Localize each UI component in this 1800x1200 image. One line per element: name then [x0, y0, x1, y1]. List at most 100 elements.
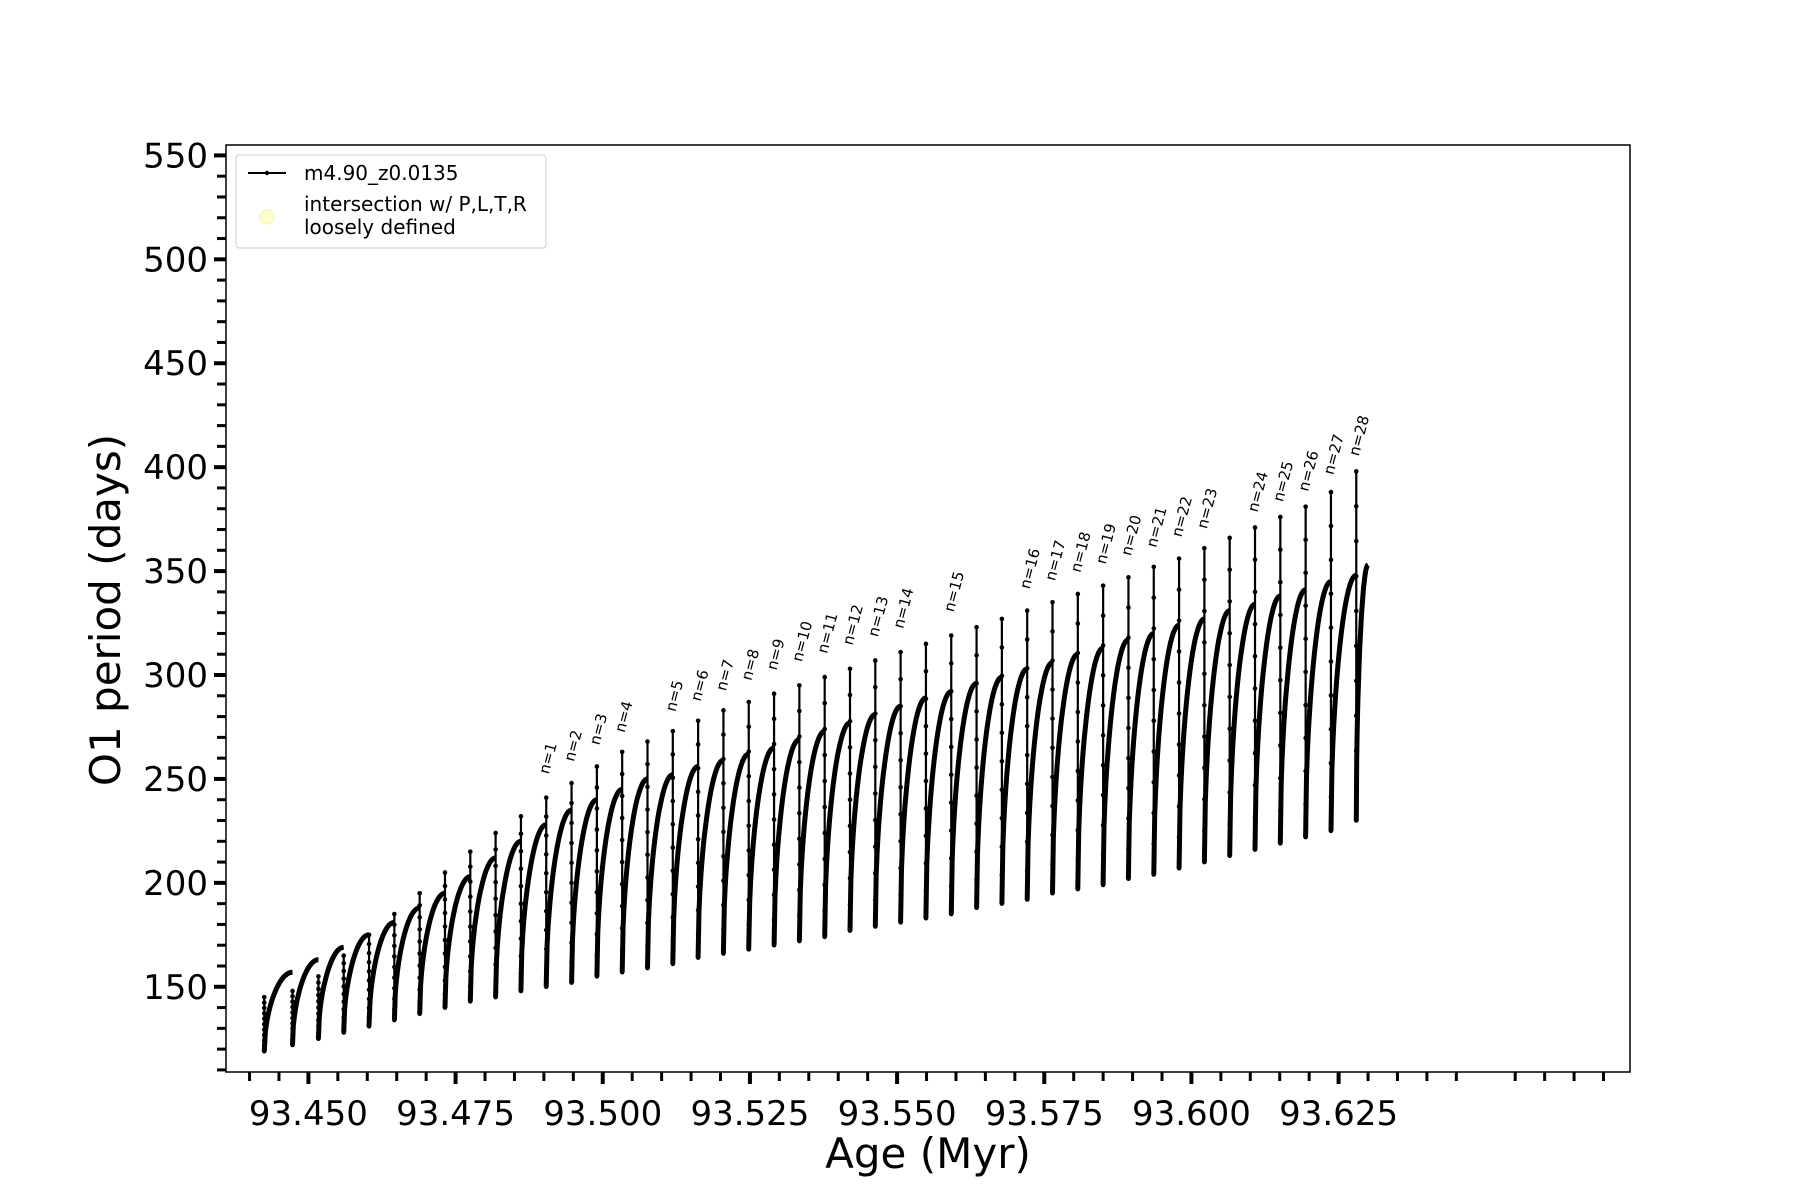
series-point — [417, 890, 422, 896]
series-point — [1227, 535, 1232, 541]
series-cycle — [822, 720, 852, 937]
series-point — [1227, 662, 1232, 668]
series-point — [290, 1037, 295, 1042]
series-point — [746, 897, 752, 903]
series-point — [1100, 852, 1106, 858]
series-point — [1075, 709, 1081, 715]
series-point — [569, 960, 574, 965]
series-point — [1100, 673, 1106, 678]
series-point — [746, 848, 752, 853]
series-point — [290, 1042, 295, 1048]
series-point — [619, 837, 625, 843]
series-point — [316, 974, 321, 979]
series-point — [543, 889, 549, 895]
series-point — [341, 1022, 347, 1028]
series-point — [645, 739, 650, 744]
series-point — [721, 732, 726, 737]
series-cycle — [366, 919, 396, 1027]
series-point — [898, 893, 903, 898]
series-point — [493, 994, 498, 1000]
series-point — [1303, 537, 1308, 543]
series-point — [1024, 839, 1030, 845]
series-point — [1252, 750, 1258, 756]
series-point — [797, 734, 802, 739]
series-point — [392, 954, 397, 959]
series-point — [261, 1016, 267, 1022]
series-point — [721, 805, 726, 810]
series-point — [948, 716, 954, 722]
series-point — [721, 878, 726, 883]
series-point — [290, 1026, 295, 1032]
series-point — [569, 920, 574, 926]
series-point — [746, 699, 752, 705]
series-point — [468, 999, 473, 1004]
series-cycle — [796, 728, 827, 942]
series-point — [923, 751, 929, 756]
series-point — [392, 932, 397, 938]
series-cycle — [290, 957, 320, 1046]
series-cycle — [569, 797, 599, 983]
series-point — [1303, 570, 1308, 576]
series-point — [569, 980, 574, 985]
series-point — [771, 867, 777, 873]
series-point — [316, 1017, 321, 1023]
series-point — [468, 909, 473, 914]
series-point — [442, 870, 448, 875]
series-point — [392, 985, 397, 991]
x-tick-label: 93.450 — [249, 1094, 368, 1134]
series-point — [670, 728, 676, 734]
series-point — [493, 863, 498, 869]
series-point — [341, 1014, 347, 1020]
series-point — [1151, 718, 1157, 724]
series-point — [898, 703, 903, 709]
series-point — [999, 645, 1005, 650]
series-point — [518, 831, 524, 837]
series-point — [873, 684, 878, 690]
series-point — [493, 912, 498, 918]
series-point — [1227, 694, 1232, 700]
series-point — [771, 942, 777, 948]
series-point — [1278, 808, 1283, 814]
series-point — [847, 849, 853, 855]
series-point — [543, 852, 549, 857]
series-point — [316, 980, 321, 985]
series-point — [1100, 613, 1106, 618]
series-point — [1126, 665, 1131, 671]
series-point — [341, 976, 347, 981]
series-point — [366, 978, 372, 983]
series-point — [1353, 748, 1359, 753]
series-point — [695, 718, 701, 724]
series-point — [948, 883, 954, 889]
series-point — [1303, 768, 1308, 774]
series-point — [594, 974, 600, 979]
series-point — [1100, 822, 1106, 828]
series-point — [1252, 557, 1258, 562]
series-point — [518, 848, 524, 854]
series-point — [1227, 599, 1232, 604]
series-point — [923, 668, 929, 674]
series-point — [974, 821, 979, 826]
series-cycle — [872, 703, 903, 927]
series-point — [1202, 608, 1207, 614]
series-cycle — [467, 855, 498, 1002]
series-point — [1100, 762, 1106, 768]
series-cycle — [1328, 572, 1358, 831]
series-cycle — [518, 822, 548, 991]
series-point — [543, 946, 549, 952]
series-point — [1353, 538, 1359, 544]
series-point — [1353, 469, 1359, 474]
legend-label-line: loosely defined — [304, 215, 456, 239]
series-cycle — [442, 874, 472, 1008]
series-point — [1176, 742, 1182, 747]
series-point — [1126, 695, 1131, 701]
series-point — [341, 984, 347, 989]
series-point — [1328, 659, 1334, 664]
series-point — [1126, 575, 1131, 580]
series-point — [1303, 834, 1308, 840]
series-point — [316, 1005, 321, 1010]
series-point — [1202, 577, 1207, 582]
series-point — [695, 765, 701, 771]
series-point — [999, 730, 1005, 736]
series-point — [1278, 645, 1283, 650]
series-point — [670, 798, 676, 804]
